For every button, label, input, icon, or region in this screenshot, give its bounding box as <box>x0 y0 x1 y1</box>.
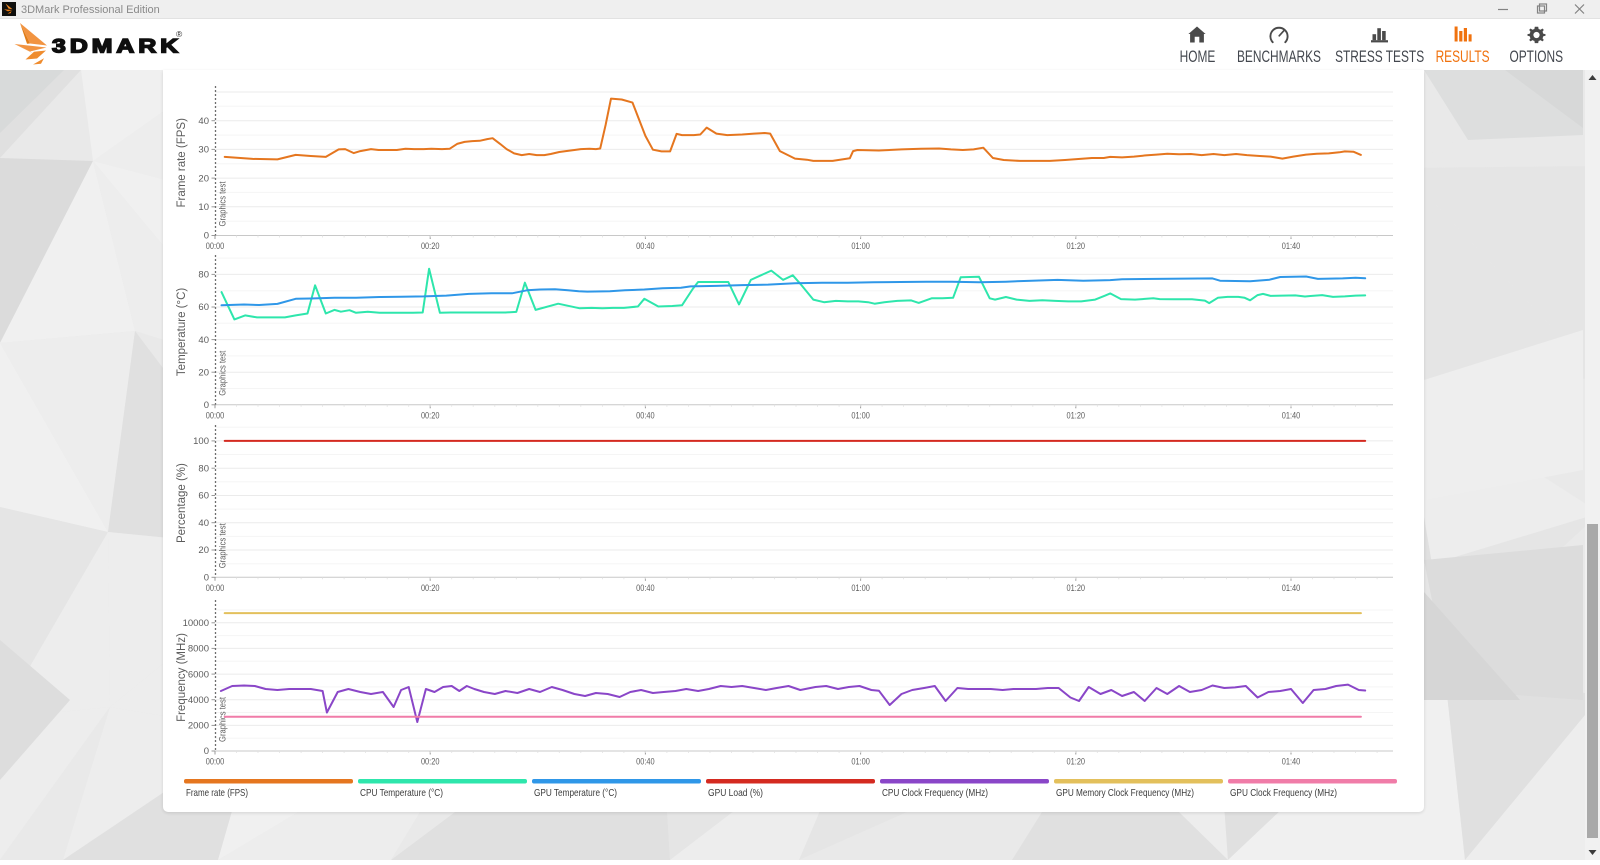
svg-text:01:00: 01:00 <box>851 241 870 252</box>
svg-text:0: 0 <box>204 231 209 242</box>
svg-text:60: 60 <box>198 302 209 313</box>
svg-text:30: 30 <box>198 145 209 156</box>
svg-text:00:40: 00:40 <box>636 241 655 252</box>
svg-text:01:40: 01:40 <box>1282 241 1301 252</box>
svg-text:0: 0 <box>204 400 209 411</box>
svg-text:0: 0 <box>204 573 209 584</box>
svg-text:00:40: 00:40 <box>636 411 655 422</box>
svg-text:00:00: 00:00 <box>206 583 225 594</box>
svg-text:CPU Clock Frequency (MHz): CPU Clock Frequency (MHz) <box>882 788 988 799</box>
svg-text:3DMARK: 3DMARK <box>52 35 182 57</box>
svg-text:Graphics test: Graphics test <box>218 181 229 226</box>
svg-text:2000: 2000 <box>188 721 209 732</box>
svg-text:Graphics test: Graphics test <box>218 697 229 742</box>
svg-text:80: 80 <box>198 463 209 474</box>
svg-text:00:40: 00:40 <box>636 583 655 594</box>
svg-text:00:00: 00:00 <box>206 411 225 422</box>
svg-text:01:40: 01:40 <box>1282 583 1301 594</box>
svg-text:®: ® <box>176 29 183 39</box>
svg-text:60: 60 <box>198 491 209 502</box>
svg-text:Graphics test: Graphics test <box>218 523 229 568</box>
svg-text:6000: 6000 <box>188 669 209 680</box>
svg-text:80: 80 <box>198 270 209 281</box>
svg-text:10000: 10000 <box>183 618 209 629</box>
svg-text:00:20: 00:20 <box>421 241 440 252</box>
svg-text:00:20: 00:20 <box>421 411 440 422</box>
svg-text:Frame rate (FPS): Frame rate (FPS) <box>186 788 248 799</box>
svg-text:Frequency (MHz): Frequency (MHz) <box>176 633 188 722</box>
svg-text:GPU Memory Clock Frequency (MH: GPU Memory Clock Frequency (MHz) <box>1056 788 1194 799</box>
svg-text:40: 40 <box>198 335 209 346</box>
svg-text:01:20: 01:20 <box>1067 411 1086 422</box>
svg-text:00:20: 00:20 <box>421 583 440 594</box>
svg-text:0: 0 <box>204 746 209 757</box>
svg-text:01:00: 01:00 <box>851 583 870 594</box>
svg-text:Graphics test: Graphics test <box>218 351 229 396</box>
svg-text:01:20: 01:20 <box>1067 583 1086 594</box>
svg-text:Temperature (°C): Temperature (°C) <box>176 288 188 376</box>
svg-text:CPU Temperature (°C): CPU Temperature (°C) <box>360 788 443 799</box>
svg-text:20: 20 <box>198 173 209 184</box>
svg-text:00:40: 00:40 <box>636 757 655 768</box>
svg-text:01:40: 01:40 <box>1282 411 1301 422</box>
svg-text:GPU Clock Frequency (MHz): GPU Clock Frequency (MHz) <box>1230 788 1337 799</box>
svg-text:01:20: 01:20 <box>1067 757 1086 768</box>
svg-text:8000: 8000 <box>188 644 209 655</box>
svg-text:01:20: 01:20 <box>1067 241 1086 252</box>
svg-text:GPU Temperature (°C): GPU Temperature (°C) <box>534 788 617 799</box>
svg-text:01:00: 01:00 <box>851 411 870 422</box>
svg-text:10: 10 <box>198 202 209 213</box>
svg-text:40: 40 <box>198 116 209 127</box>
svg-text:4000: 4000 <box>188 695 209 706</box>
svg-text:20: 20 <box>198 545 209 556</box>
svg-text:20: 20 <box>198 367 209 378</box>
svg-text:01:40: 01:40 <box>1282 757 1301 768</box>
svg-text:GPU Load (%): GPU Load (%) <box>708 788 763 799</box>
svg-text:Percentage (%): Percentage (%) <box>176 463 188 543</box>
svg-text:Frame rate (FPS): Frame rate (FPS) <box>176 118 188 208</box>
svg-text:01:00: 01:00 <box>851 757 870 768</box>
svg-text:100: 100 <box>193 436 209 447</box>
svg-text:00:20: 00:20 <box>421 757 440 768</box>
svg-text:40: 40 <box>198 518 209 529</box>
svg-text:00:00: 00:00 <box>206 757 225 768</box>
svg-text:00:00: 00:00 <box>206 241 225 252</box>
